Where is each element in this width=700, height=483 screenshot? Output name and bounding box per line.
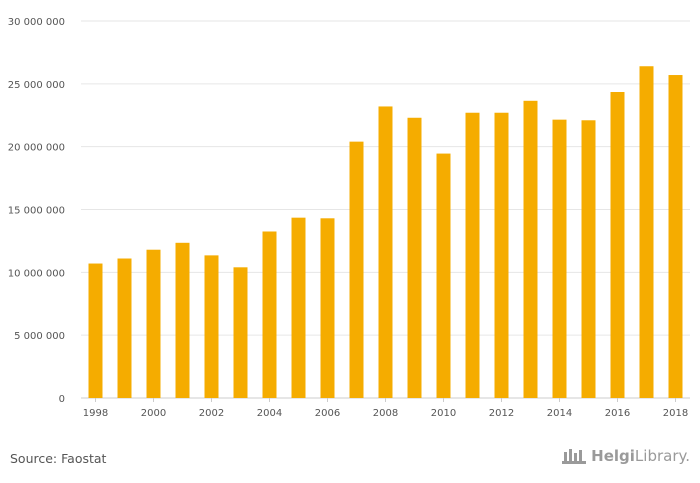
- bar-2011: [465, 112, 480, 398]
- x-tick-label: 2006: [315, 408, 340, 419]
- x-tick-label: 2012: [489, 408, 514, 419]
- bar-2002: [204, 255, 219, 398]
- x-axis-tick-labels: 1998 2000 2002 2004 2006 2008 2010 2012 2014 2016…: [83, 398, 688, 419]
- bar-2006: [320, 218, 335, 398]
- bar-1998: [88, 263, 103, 398]
- bar-2017: [639, 66, 654, 399]
- bar-2012: [494, 112, 509, 398]
- y-tick-label: 10 000 000: [8, 268, 65, 279]
- bar-2001: [175, 242, 190, 398]
- y-tick-label: 25 000 000: [8, 80, 65, 91]
- bar-2009: [407, 117, 422, 398]
- bar-2013: [523, 100, 538, 398]
- x-tick-label: 2000: [141, 408, 166, 419]
- bar-2016: [610, 92, 625, 399]
- bar-2010: [436, 153, 451, 398]
- bar-2004: [262, 231, 277, 398]
- source-note: Source: Faostat: [10, 451, 107, 466]
- y-axis-tick-labels: 0 5 000 000 10 000 000 15 000 000 20 000 000…: [8, 17, 65, 405]
- bar-2018: [668, 75, 683, 398]
- x-tick-label: 2002: [199, 408, 224, 419]
- y-tick-label: 0: [59, 394, 65, 405]
- y-tick-label: 20 000 000: [8, 143, 65, 154]
- x-tick-label: 2018: [663, 408, 688, 419]
- bars: [88, 66, 683, 399]
- brand-logo: HelgiLibrary.: [561, 447, 690, 465]
- bar-chart: 0 5 000 000 10 000 000 15 000 000 20 000 000…: [8, 17, 690, 419]
- bar-2003: [233, 267, 248, 398]
- bar-2008: [378, 106, 393, 398]
- bar-2015: [581, 120, 596, 398]
- y-tick-label: 15 000 000: [8, 206, 65, 217]
- brand-name-rest: Library.: [634, 447, 690, 465]
- bar-2014: [552, 119, 567, 399]
- chart-footer: Source: Faostat HelgiLibrary.: [0, 437, 700, 483]
- x-tick-label: 2014: [547, 408, 572, 419]
- brand-name-bold: Helgi: [591, 447, 635, 465]
- x-tick-label: 2010: [431, 408, 456, 419]
- x-tick-label: 1998: [83, 408, 108, 419]
- x-tick-label: 2004: [257, 408, 282, 419]
- brand-name: HelgiLibrary.: [591, 447, 690, 465]
- bar-2000: [146, 249, 161, 398]
- x-tick-label: 2008: [373, 408, 398, 419]
- helgi-library-logo-icon: [562, 449, 587, 464]
- y-tick-label: 5 000 000: [14, 331, 65, 342]
- x-tick-label: 2016: [605, 408, 630, 419]
- bar-1999: [117, 258, 132, 398]
- bar-2005: [291, 217, 306, 398]
- y-tick-label: 30 000 000: [8, 17, 65, 28]
- bar-2007: [349, 141, 364, 398]
